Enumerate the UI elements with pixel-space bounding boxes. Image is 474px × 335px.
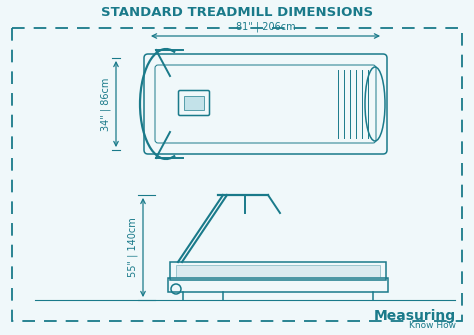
Text: Measuring: Measuring xyxy=(374,309,456,323)
Text: Know How: Know How xyxy=(409,321,456,330)
Bar xyxy=(184,96,204,110)
Bar xyxy=(12,28,462,321)
Bar xyxy=(168,278,388,292)
Text: 55" | 140cm: 55" | 140cm xyxy=(128,218,138,277)
Text: 34" | 86cm: 34" | 86cm xyxy=(100,77,111,131)
Text: 81" | 206cm: 81" | 206cm xyxy=(236,21,295,32)
Bar xyxy=(176,265,380,277)
Bar xyxy=(170,262,386,280)
Text: STANDARD TREADMILL DIMENSIONS: STANDARD TREADMILL DIMENSIONS xyxy=(101,5,373,18)
